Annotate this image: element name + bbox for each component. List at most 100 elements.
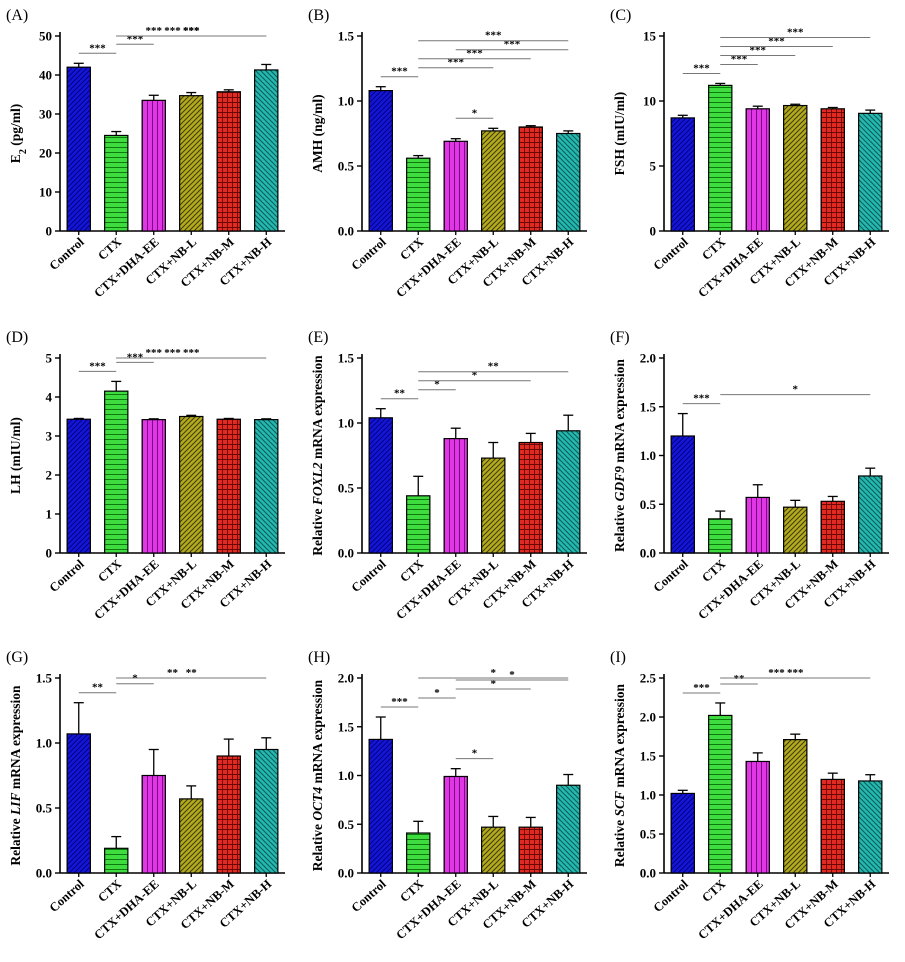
bar-I-3 (783, 739, 808, 874)
y-tick-label-F: 2.0 (640, 351, 656, 366)
significance-label-B: *** (391, 66, 408, 78)
bar-G-5 (254, 748, 279, 874)
y-tick-label-I: 2.5 (640, 671, 657, 686)
bar-H-5 (556, 784, 581, 874)
bar-C-1 (708, 84, 733, 232)
significance-label-I: *** (768, 667, 785, 679)
bar-D-2 (141, 419, 166, 554)
significance-label-G: ** (186, 667, 198, 679)
bar-A-5 (254, 69, 279, 232)
bar-B-5 (556, 132, 581, 232)
y-tick-label-F: 1.0 (640, 448, 656, 463)
panel-label-H: (H) (308, 649, 330, 666)
bar-B-2 (443, 140, 468, 232)
significance-label-F: * (793, 384, 799, 396)
bar-C-0 (670, 117, 695, 232)
bar-H-0 (368, 738, 393, 874)
y-tick-label-A: 50 (39, 29, 52, 44)
y-tick-label-F: 0.0 (640, 546, 656, 561)
category-label-C-1: CTX (699, 235, 728, 263)
bar-F-0 (670, 435, 695, 554)
bar-E-4 (518, 441, 543, 554)
panel-label-I: (I) (610, 649, 626, 666)
category-label-I-0: Control (651, 876, 692, 914)
chart-panel-D: (D) 0 1 2 3 4 5 LH (mIU/ml) Control CTX CTX+DHA-EE… (0, 322, 301, 642)
bar-H-1 (406, 832, 431, 874)
category-label-F-0: Control (651, 556, 692, 594)
y-tick-label-D: 2 (46, 468, 53, 483)
significance-label-H: * (434, 687, 440, 699)
significance-label-B: *** (448, 57, 465, 69)
bar-D-0 (66, 418, 91, 554)
significance-label-G: * (132, 673, 138, 685)
panel-label-A: (A) (6, 7, 28, 24)
y-tick-label-C: 15 (643, 29, 657, 44)
category-label-A-1: CTX (95, 235, 124, 263)
y-tick-label-G: 0.5 (36, 801, 53, 816)
significance-label-A: *** (127, 33, 144, 45)
chart-svg-A: (A) 0 10 20 30 40 50 E2 (pg/ml) Control CTXCTX+DH… (6, 7, 285, 300)
y-tick-label-E: 1.5 (338, 351, 355, 366)
bar-F-4 (820, 500, 845, 554)
bar-E-0 (368, 417, 393, 554)
bar-E-2 (443, 437, 468, 554)
y-axis-label-B: AMH (ng/ml) (310, 94, 325, 172)
bar-E-5 (556, 430, 581, 554)
y-tick-label-D: 1 (46, 507, 53, 522)
y-tick-label-F: 1.5 (640, 399, 657, 414)
category-label-B-1: CTX (397, 235, 426, 263)
significance-label-D: *** (164, 347, 181, 359)
bar-G-1 (104, 847, 129, 874)
significance-label-C: *** (787, 26, 804, 38)
y-tick-label-C: 0 (650, 224, 657, 239)
bar-I-0 (670, 792, 695, 874)
y-tick-label-G: 1.0 (36, 736, 52, 751)
bar-F-5 (858, 475, 883, 554)
significance-label-C: *** (750, 44, 767, 56)
y-tick-label-H: 0.5 (338, 817, 355, 832)
chart-svg-H: (H) 0.0 0.5 1.0 1.5 2.0 Relative OCT4 mRNA exp… (308, 649, 587, 942)
category-label-A-2: CTX+DHA-EE (91, 235, 161, 300)
significance-label-E: * (472, 370, 478, 382)
category-label-A-0: Control (47, 234, 88, 272)
y-tick-label-E: 0.0 (338, 546, 354, 561)
bar-G-2 (141, 774, 166, 874)
y-tick-label-F: 0.5 (640, 497, 657, 512)
panel-label-E: (E) (308, 329, 328, 346)
y-tick-label-G: 0.0 (36, 866, 52, 881)
panel-label-C: (C) (610, 7, 631, 24)
y-tick-label-D: 0 (46, 546, 53, 561)
bar-F-2 (745, 496, 770, 554)
y-tick-label-H: 0.0 (338, 866, 354, 881)
significance-label-H: * (491, 678, 497, 690)
chart-panel-E: (E) 0.0 0.5 1.0 1.5 Relative FOXL2 mRNA expre… (302, 322, 603, 642)
bar-H-3 (481, 826, 506, 874)
panel-label-D: (D) (6, 329, 28, 346)
y-tick-label-A: 30 (39, 107, 52, 122)
category-label-I-1: CTX (699, 877, 728, 905)
bar-I-4 (820, 778, 845, 874)
y-tick-label-I: 0.0 (640, 866, 656, 881)
y-axis-label-F: Relative GDF9 mRNA expression (612, 359, 627, 552)
y-tick-label-B: 1.5 (338, 29, 355, 44)
bar-C-4 (820, 108, 845, 232)
category-label-C-2: CTX+DHA-EE (695, 235, 765, 300)
bar-B-0 (368, 89, 393, 232)
y-tick-label-E: 0.5 (338, 481, 355, 496)
y-tick-label-C: 10 (643, 94, 656, 109)
y-axis-label-E: Relative FOXL2 mRNA expression (310, 355, 325, 556)
category-label-H-1: CTX (397, 877, 426, 905)
bar-C-5 (858, 112, 883, 232)
bar-A-4 (216, 91, 241, 232)
chart-panel-I: (I) 0.0 0.5 1.0 1.5 2.0 2.5 Relative SCF mRNA e… (604, 642, 905, 962)
y-tick-label-A: 0 (46, 224, 53, 239)
y-tick-label-C: 5 (650, 159, 657, 174)
y-tick-label-D: 5 (46, 351, 53, 366)
significance-label-D: *** (127, 351, 144, 363)
significance-label-G: ** (92, 682, 104, 694)
category-label-D-1: CTX (95, 557, 124, 585)
significance-label-C: *** (693, 62, 710, 74)
bar-C-3 (783, 104, 808, 232)
bar-I-5 (858, 780, 883, 874)
